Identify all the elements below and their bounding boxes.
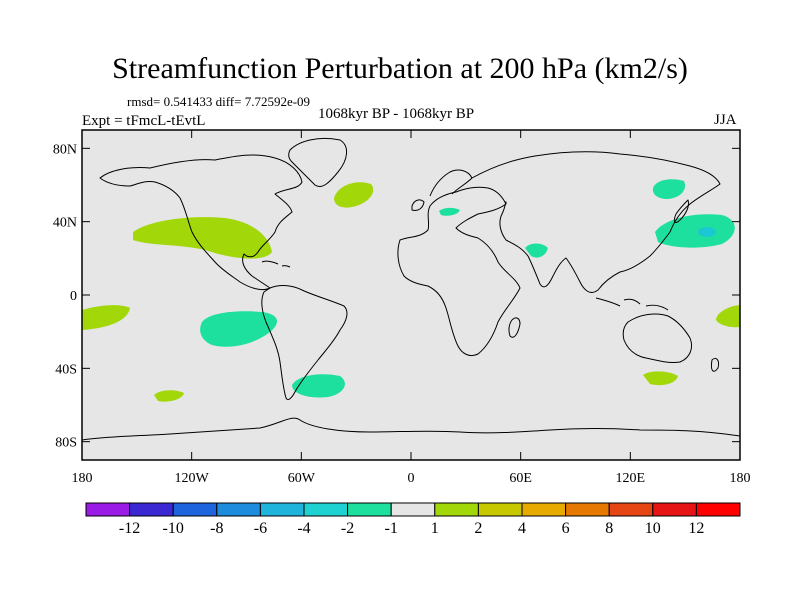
lon-label: 60W bbox=[288, 471, 316, 486]
colorbar-label: -8 bbox=[210, 520, 223, 537]
anomaly-tropical-pacific-east bbox=[716, 305, 740, 328]
rmsd-stats: rmsd= 0.541433 diff= 7.72592e-09 bbox=[127, 94, 311, 109]
lat-label: 40N bbox=[53, 216, 77, 231]
coastline-asia bbox=[471, 151, 721, 293]
colorbar-label: 8 bbox=[605, 520, 613, 537]
colorbar-box bbox=[652, 502, 697, 517]
anomaly-europe bbox=[439, 207, 460, 216]
colorbar-label: 12 bbox=[688, 520, 704, 537]
lon-label: 120E bbox=[616, 471, 646, 486]
coastline-caribbean bbox=[261, 260, 291, 268]
colorbar-box bbox=[259, 502, 305, 517]
colorbar-label: 1 bbox=[431, 520, 439, 537]
axis-ticks bbox=[81, 130, 741, 460]
lon-label: 180 bbox=[72, 471, 93, 486]
anomaly-north-atlantic bbox=[334, 182, 374, 208]
colorbar-label: 10 bbox=[645, 520, 661, 537]
lat-label: 80S bbox=[55, 436, 77, 451]
map-background bbox=[82, 130, 740, 460]
colorbar-box bbox=[216, 502, 261, 517]
colorbar bbox=[85, 502, 741, 517]
colorbar-box bbox=[477, 502, 523, 517]
colorbar-box bbox=[695, 502, 741, 517]
anomaly-south-pacific bbox=[200, 311, 277, 347]
colorbar-label: -12 bbox=[119, 520, 140, 537]
anomaly-arabian-sea bbox=[525, 243, 548, 258]
colorbar-box bbox=[303, 502, 349, 517]
colorbar-label: -2 bbox=[341, 520, 354, 537]
colorbar-label: -6 bbox=[254, 520, 267, 537]
colorbar-labels: -12 -10 -8 -6 -4 -2 -1 1 2 4 6 8 10 12 bbox=[119, 520, 704, 537]
colorbar-label: -1 bbox=[385, 520, 398, 537]
anomaly-siberia bbox=[652, 179, 686, 199]
anomaly-south-atlantic bbox=[292, 374, 345, 398]
colorbar-box bbox=[608, 502, 654, 517]
period-label: 1068kyr BP - 1068kyr BP bbox=[318, 106, 475, 122]
colorbar-box bbox=[85, 502, 131, 517]
anomaly-south-of-australia bbox=[643, 371, 678, 386]
coastline-indonesia bbox=[595, 297, 669, 311]
coastline-japan bbox=[673, 199, 689, 223]
coastline-australia bbox=[622, 313, 693, 363]
colorbar-box bbox=[347, 502, 392, 517]
anomaly-tropical-pacific-west bbox=[82, 305, 130, 330]
experiment-label: Expt = tFmcL-tEvtL bbox=[82, 113, 206, 129]
colorbar-label: -4 bbox=[297, 520, 310, 537]
coastline-madagascar bbox=[508, 317, 521, 338]
colorbar-label: 6 bbox=[562, 520, 570, 537]
colorbar-box bbox=[434, 502, 479, 517]
colorbar-label: -10 bbox=[163, 520, 184, 537]
lon-label: 180 bbox=[730, 471, 751, 486]
longitude-labels: 180 120W 60W 0 60E 120E 180 bbox=[72, 471, 751, 486]
coastline-south-america bbox=[261, 285, 348, 401]
coastlines bbox=[82, 137, 740, 441]
colorbar-box bbox=[129, 502, 174, 517]
coastline-british-isles bbox=[411, 199, 425, 211]
coastline-antarctica bbox=[82, 417, 740, 441]
coastline-new-zealand bbox=[711, 357, 719, 372]
lat-label: 0 bbox=[70, 289, 77, 304]
lat-label: 80N bbox=[53, 142, 77, 157]
colorbar-label: 4 bbox=[518, 520, 526, 537]
anomaly-north-pacific-east bbox=[133, 217, 272, 259]
latitude-labels: 80N 40N 0 40S 80S bbox=[53, 142, 77, 450]
coastline-scandinavia bbox=[429, 169, 473, 197]
lon-label: 120W bbox=[175, 471, 210, 486]
coastline-north-america bbox=[99, 154, 303, 291]
coastline-greenland bbox=[288, 137, 347, 187]
anomaly-southern-pacific-small bbox=[154, 390, 184, 402]
colorbar-box bbox=[521, 502, 567, 517]
colorbar-box bbox=[172, 502, 218, 517]
colorbar-box bbox=[565, 502, 610, 517]
plot-title: Streamfunction Perturbation at 200 hPa (… bbox=[112, 52, 688, 85]
colorbar-box bbox=[390, 502, 436, 517]
lat-label: 40S bbox=[55, 362, 77, 377]
lon-label: 0 bbox=[408, 471, 415, 486]
lon-label: 60E bbox=[509, 471, 532, 486]
anomaly-northwest-pacific-core bbox=[698, 227, 716, 237]
colorbar-label: 2 bbox=[474, 520, 482, 537]
season-label: JJA bbox=[714, 112, 737, 128]
